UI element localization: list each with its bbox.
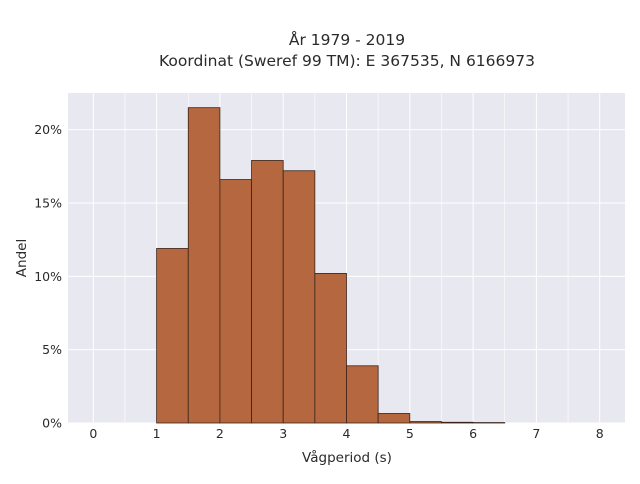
y-axis-label: Andel [14, 239, 30, 277]
y-tick-label: 5% [42, 342, 62, 357]
x-tick-label: 8 [596, 426, 604, 441]
histogram-bar [378, 413, 410, 423]
chart-title-line-2: Koordinat (Sweref 99 TM): E 367535, N 61… [159, 52, 535, 70]
histogram-bar [410, 422, 442, 423]
histogram-bar [283, 171, 315, 423]
x-axis-label: Vågperiod (s) [302, 449, 392, 466]
y-tick-label: 0% [42, 416, 62, 431]
x-tick-label: 0 [89, 426, 97, 441]
histogram-bar [315, 273, 347, 423]
x-tick-label: 4 [343, 426, 351, 441]
histogram-bar [157, 248, 189, 423]
histogram-bar [441, 422, 473, 423]
x-tick-label: 5 [406, 426, 414, 441]
histogram-bar [252, 160, 284, 423]
x-tick-label: 7 [532, 426, 540, 441]
y-ticks: 0% 5% 10% 15% 20% [34, 122, 62, 430]
histogram-bar [220, 180, 252, 423]
histogram-bar [188, 108, 220, 423]
y-tick-label: 15% [34, 196, 62, 211]
y-tick-label: 10% [34, 269, 62, 284]
chart-title-line-1: År 1979 - 2019 [289, 30, 405, 49]
histogram-bar [347, 366, 379, 423]
x-tick-label: 2 [216, 426, 224, 441]
x-tick-label: 3 [279, 426, 287, 441]
x-tick-label: 1 [153, 426, 161, 441]
y-tick-label: 20% [34, 122, 62, 137]
x-tick-label: 6 [469, 426, 477, 441]
x-ticks: 0 1 2 3 4 5 6 7 8 [89, 426, 603, 441]
